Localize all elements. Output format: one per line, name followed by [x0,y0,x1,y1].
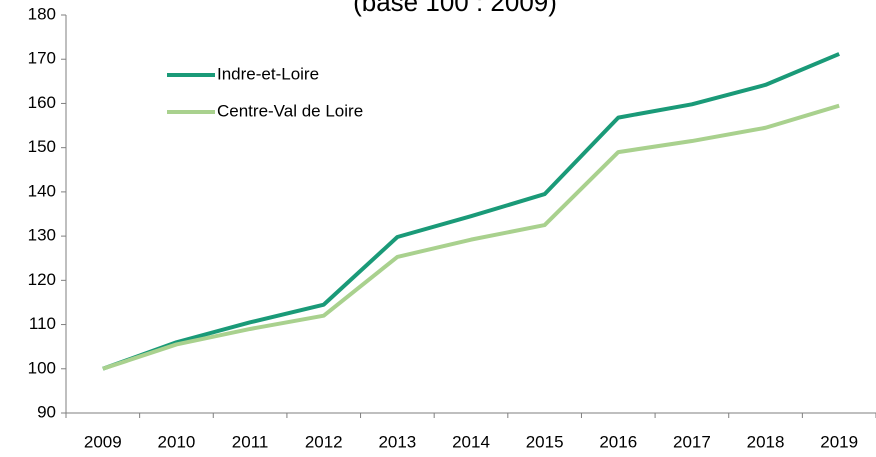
series-line [102,52,840,371]
x-tick-label: 2011 [232,432,269,451]
x-tick-label: 2012 [305,432,343,451]
y-tick-label: 160 [28,93,56,112]
x-tick-label: 2015 [526,432,564,451]
x-tick-label: 2013 [378,432,416,451]
y-tick-label: 100 [28,358,56,377]
y-tick-label: 170 [28,49,56,68]
x-tick-label: 2018 [747,432,785,451]
legend-label: Centre-Val de Loire [217,101,363,120]
y-tick-label: 140 [28,181,56,200]
x-tick-label: 2016 [599,432,637,451]
y-tick-label: 150 [28,137,56,156]
series-line [102,103,840,371]
y-tick-label: 180 [28,4,56,23]
legend-label: Indre-et-Loire [217,64,319,83]
x-tick-label: 2014 [452,432,490,451]
y-tick-label: 120 [28,270,56,289]
x-tick-label: 2017 [673,432,711,451]
x-tick-label: 2019 [820,432,858,451]
y-tick-label: 110 [29,314,56,333]
x-tick-label: 2009 [84,432,122,451]
x-tick-label: 2010 [158,432,196,451]
chart-subtitle: (base 100 : 2009) [353,0,557,17]
y-tick-label: 130 [28,226,56,245]
y-tick-label: 90 [37,402,56,421]
